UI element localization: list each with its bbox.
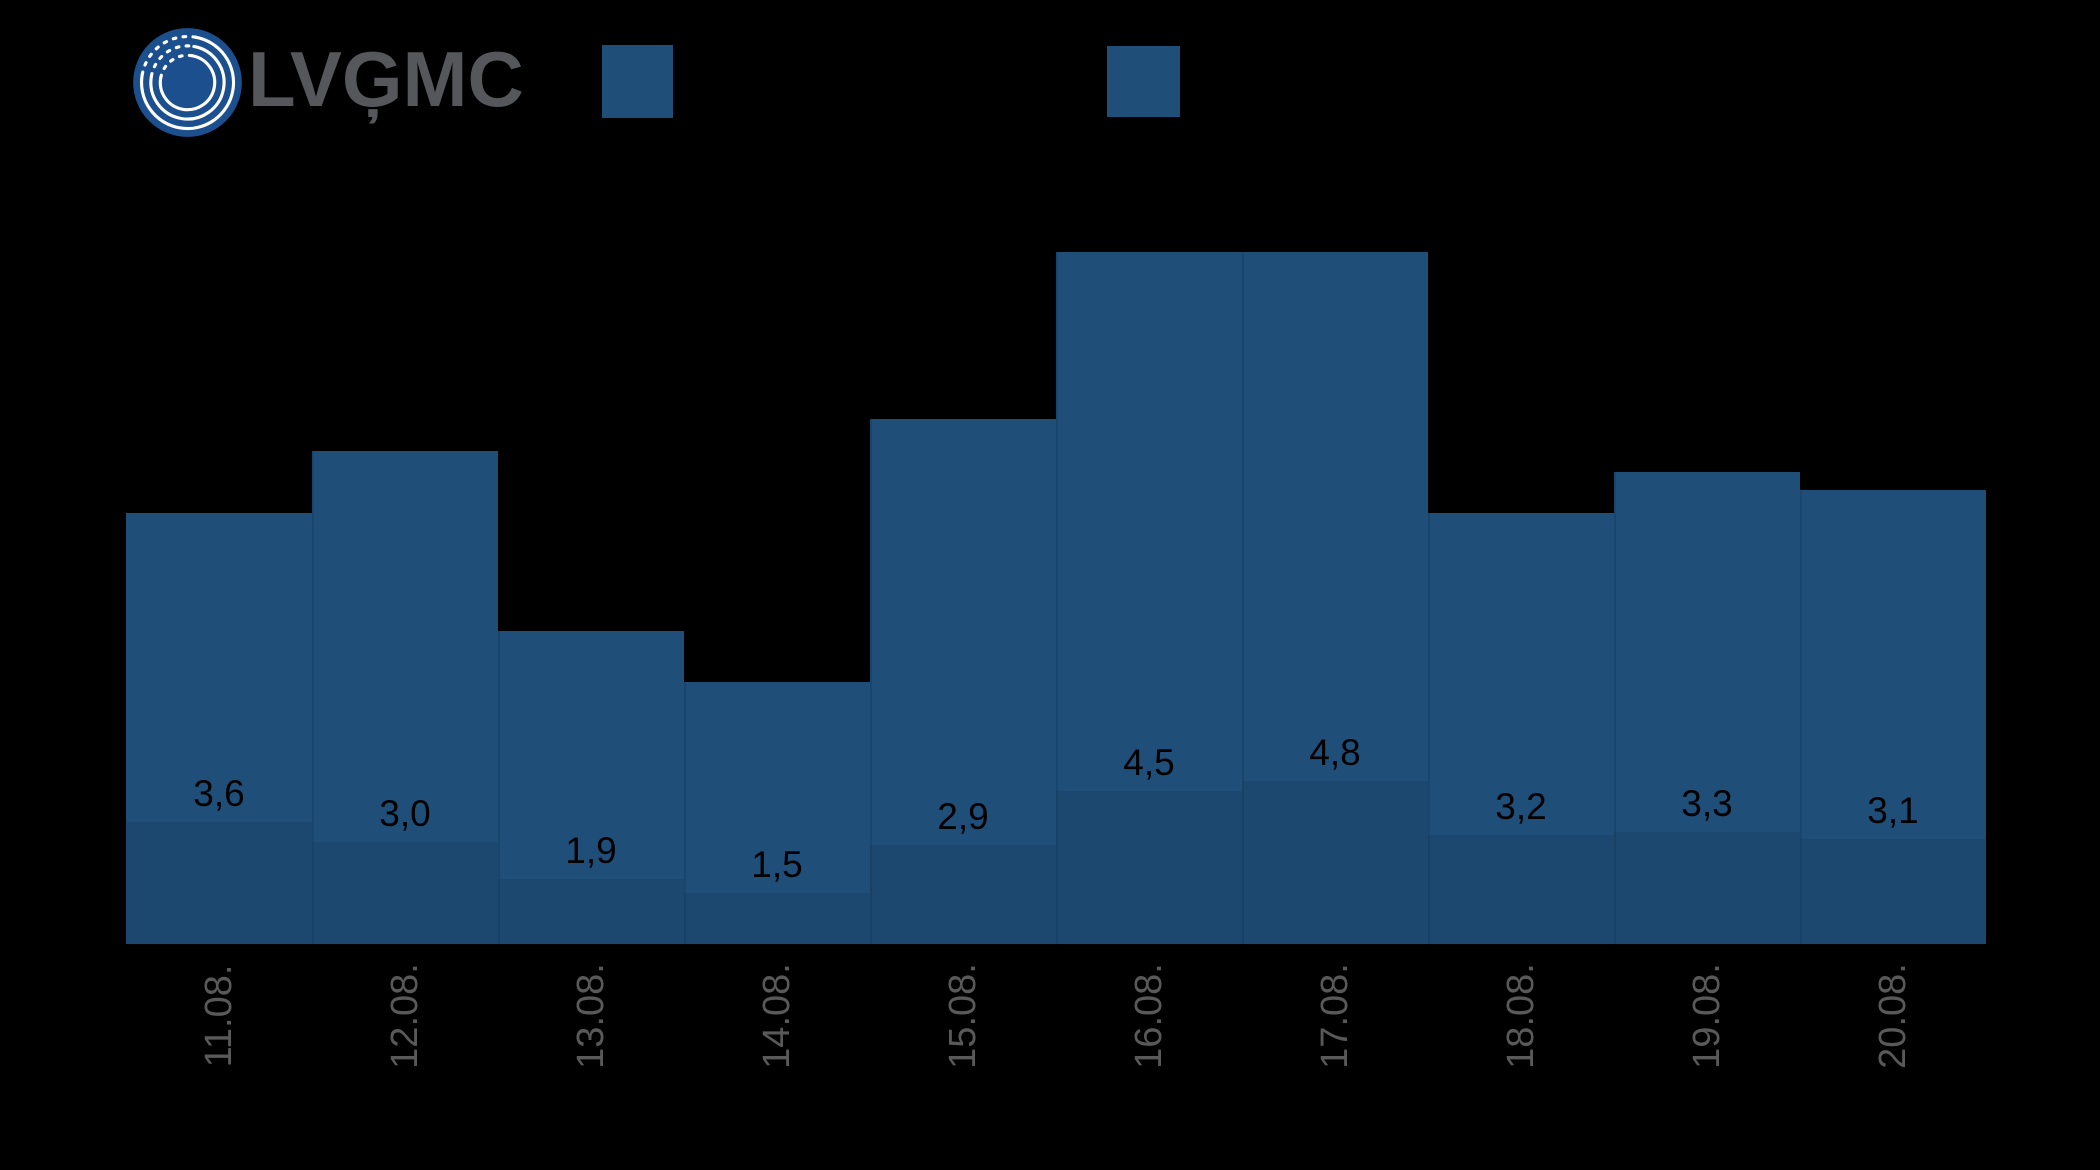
x-tick-label: 11.08. — [198, 964, 240, 1068]
logo-ring-dotted-arc — [149, 44, 196, 78]
x-tick-label: 14.08. — [756, 963, 798, 1069]
value-label: 3,3 — [1681, 782, 1733, 824]
value-label: 3,0 — [379, 793, 431, 834]
value-label: 4,8 — [1309, 731, 1361, 773]
bar-overlay-segment — [126, 821, 312, 944]
bar-1908 — [1614, 472, 1800, 944]
x-tick-label: 12.08. — [384, 963, 426, 1069]
value-label: 3,6 — [193, 772, 245, 814]
bar-overlay-segment — [870, 845, 1056, 944]
value-label: 3,1 — [1867, 789, 1919, 831]
bar-1308 — [498, 631, 684, 944]
bar-1508 — [870, 419, 1056, 944]
bar-1408 — [684, 682, 870, 944]
x-tick-label: 15.08. — [942, 963, 984, 1069]
value-label: 2,9 — [937, 796, 989, 838]
lvgmc-logo-icon — [130, 25, 245, 140]
x-tick-label: 13.08. — [570, 963, 612, 1069]
logo-text: LVĢMC — [248, 35, 524, 123]
bar-overlay-segment — [312, 842, 498, 944]
x-tick-label: 17.08. — [1314, 963, 1356, 1069]
bar-overlay-segment — [1056, 791, 1242, 944]
logo-globe-icon — [133, 28, 242, 137]
x-tick-label: 20.08. — [1872, 963, 1914, 1069]
logo-ring-dotted-arc — [159, 53, 194, 80]
logo-ring-dotted-arc — [140, 35, 198, 77]
bar-1208 — [312, 451, 498, 944]
bar-overlay-segment — [1242, 780, 1428, 944]
value-label: 3,2 — [1495, 786, 1547, 828]
x-tick-label: 18.08. — [1500, 963, 1542, 1069]
value-label: 1,5 — [751, 844, 803, 885]
logo-ring-arc — [149, 44, 226, 121]
bar-overlay-segment — [1428, 835, 1614, 944]
x-tick-label: 19.08. — [1686, 963, 1728, 1069]
bar-1108 — [126, 513, 312, 944]
value-label: 1,9 — [565, 830, 617, 872]
bar-1608 — [1056, 252, 1242, 944]
logo-ring-arc — [158, 54, 217, 112]
bar-1708 — [1242, 252, 1428, 944]
bar-overlay-segment — [684, 893, 870, 944]
logo-ring-arc — [140, 35, 236, 131]
bar-overlay-segment — [1614, 831, 1800, 944]
bar-1808 — [1428, 513, 1614, 944]
x-tick-label: 16.08. — [1128, 963, 1170, 1069]
legend-swatch-1 — [602, 45, 673, 118]
value-label: 4,5 — [1123, 742, 1175, 783]
bar-overlay-segment — [1800, 838, 1986, 944]
legend-swatch-2 — [1107, 46, 1180, 117]
bar-overlay-segment — [498, 879, 684, 944]
bar-2008 — [1800, 490, 1986, 944]
